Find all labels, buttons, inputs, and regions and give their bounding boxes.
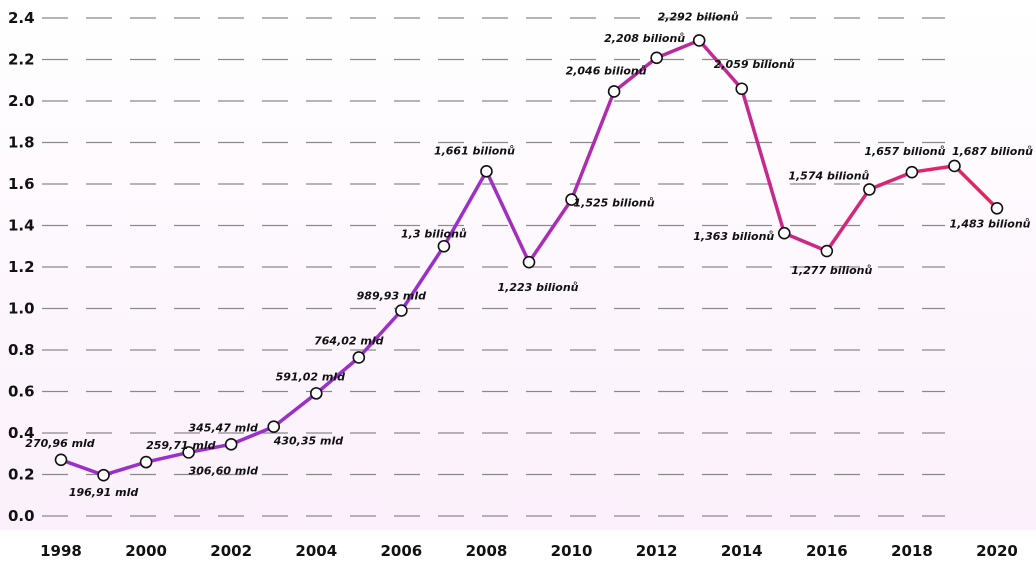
x-tick-label: 2002 — [210, 542, 252, 560]
data-point — [820, 244, 834, 258]
data-point — [97, 468, 110, 482]
x-tick-label: 2014 — [721, 542, 763, 560]
data-label: 591,02 mld — [276, 370, 346, 383]
data-label: 430,35 mld — [273, 435, 344, 448]
x-tick-label: 2000 — [125, 542, 167, 560]
data-point — [54, 453, 68, 467]
data-point — [948, 159, 961, 173]
data-point — [863, 183, 876, 196]
x-tick-label: 2016 — [806, 542, 848, 560]
x-tick-label: 2010 — [551, 542, 593, 560]
data-point — [267, 420, 281, 434]
data-point — [650, 51, 663, 65]
data-point — [480, 165, 493, 178]
data-label: 1,525 bilionů — [574, 197, 655, 210]
y-tick-label: 1.6 — [8, 175, 35, 193]
data-label: 1,363 bilionů — [693, 230, 774, 243]
data-label: 2,059 bilionů — [714, 58, 795, 71]
data-label: 196,91 mld — [69, 486, 139, 499]
data-point — [437, 239, 451, 253]
data-label: 270,96 mld — [25, 437, 95, 450]
y-tick-label: 2.0 — [8, 92, 35, 110]
data-point — [607, 85, 621, 98]
data-points — [54, 34, 1004, 482]
y-tick-label: 0.8 — [8, 341, 35, 359]
y-tick-label: 0.4 — [8, 424, 35, 442]
data-point — [182, 446, 195, 459]
data-point — [692, 34, 706, 47]
data-point — [990, 201, 1004, 215]
data-point — [309, 387, 323, 400]
data-label: 1,661 bilionů — [434, 144, 515, 157]
data-point — [139, 455, 153, 469]
data-point — [224, 438, 238, 451]
data-label: 764,02 mld — [314, 334, 384, 347]
y-axis-ticks: 0.0 0.2 0.4 0.6 0.8 1.0 1.2 1.4 1.6 1.8 2.0 2.2 2.4 — [8, 9, 35, 525]
data-label: 1,483 bilionů — [949, 217, 1030, 230]
x-tick-label: 2006 — [380, 542, 422, 560]
y-tick-label: 1.8 — [8, 134, 35, 152]
data-point — [395, 304, 408, 317]
y-tick-label: 2.2 — [8, 51, 35, 69]
data-label: 2,046 bilionů — [566, 64, 647, 77]
data-label: 345,47 mld — [188, 421, 258, 434]
data-label: 1,223 bilionů — [497, 281, 578, 294]
x-tick-label: 2012 — [636, 542, 678, 560]
data-point — [905, 165, 919, 179]
data-point — [777, 226, 791, 240]
data-point — [352, 351, 366, 364]
x-tick-label: 2008 — [466, 542, 508, 560]
data-point — [735, 82, 749, 96]
data-point — [522, 255, 536, 269]
x-tick-label: 1998 — [40, 542, 82, 560]
data-label: 1,277 bilionů — [791, 264, 872, 277]
data-label: 2,292 bilionů — [658, 10, 739, 23]
x-axis-ticks: 1998 2000 2002 2004 2006 2008 2010 2012 2014 2016… — [40, 542, 1018, 560]
y-tick-label: 1.2 — [8, 258, 35, 276]
y-tick-label: 0.0 — [8, 507, 35, 525]
x-tick-label: 2020 — [976, 542, 1018, 560]
data-label: 1,3 bilionů — [401, 227, 467, 240]
grid-lines — [42, 17, 945, 517]
y-tick-label: 0.2 — [8, 466, 35, 484]
data-label: 2,208 bilionů — [604, 32, 685, 45]
x-tick-label: 2004 — [295, 542, 337, 560]
data-labels: 270,96 mld 196,91 mld 259,71 mld 306,60 mld… — [25, 10, 1033, 499]
data-label: 306,60 mld — [189, 464, 259, 477]
data-label: 1,687 bilionů — [952, 145, 1033, 158]
data-label: 1,574 bilionů — [788, 169, 869, 182]
data-label: 989,93 mld — [357, 290, 427, 303]
y-tick-label: 1.0 — [8, 300, 35, 318]
plot-background — [0, 0, 1036, 530]
data-label: 259,71 mld — [146, 439, 216, 452]
x-tick-label: 2018 — [891, 542, 933, 560]
y-tick-label: 0.6 — [8, 383, 35, 401]
data-point — [565, 193, 578, 206]
y-tick-label: 2.4 — [8, 9, 35, 27]
y-tick-label: 1.4 — [8, 217, 35, 235]
data-label: 1,657 bilionů — [864, 145, 945, 158]
